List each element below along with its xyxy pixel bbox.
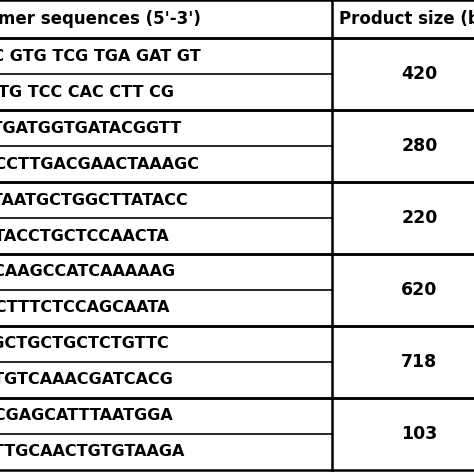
Text: ACCAAGCCATCAAAAAG: ACCAAGCCATCAAAAAG	[0, 264, 176, 280]
Text: TTGCTGCTGCTCTGTTC: TTGCTGCTGCTCTGTTC	[0, 337, 170, 352]
Text: GTCGAGCATTTAATGGA: GTCGAGCATTTAATGGA	[0, 409, 173, 423]
Text: ACTGTCAAACGATCACG: ACTGTCAAACGATCACG	[0, 373, 174, 388]
Text: CKTACCTGCTCCAACTA: CKTACCTGCTCCAACTA	[0, 228, 169, 244]
Text: TTTAATGCTGGCTTATACC: TTTAATGCTGGCTTATACC	[0, 192, 189, 208]
Text: TGTTGCAACTGTGTAAGA: TGTTGCAACTGTGTAAGA	[0, 445, 185, 459]
Text: GCCTTTCTCCAGCAATA: GCCTTTCTCCAGCAATA	[0, 301, 170, 316]
Text: Product size (bp): Product size (bp)	[339, 10, 474, 28]
Text: ATTGATGGTGATACGGTT: ATTGATGGTGATACGGTT	[0, 120, 182, 136]
Text: 420: 420	[401, 65, 438, 83]
Text: 718: 718	[401, 353, 438, 371]
Text: TTC GTG TCG TGA GAT GT: TTC GTG TCG TGA GAT GT	[0, 48, 201, 64]
Text: T TTG TCC CAC CTT CG: T TTG TCC CAC CTT CG	[0, 84, 174, 100]
Text: Primer sequences (5'-3'): Primer sequences (5'-3')	[0, 10, 201, 28]
Text: 620: 620	[401, 281, 438, 299]
Text: 280: 280	[401, 137, 438, 155]
Text: 220: 220	[401, 209, 438, 227]
Text: 103: 103	[401, 425, 438, 443]
Text: AGCCTTGACGAACTAAAGC: AGCCTTGACGAACTAAAGC	[0, 156, 200, 172]
